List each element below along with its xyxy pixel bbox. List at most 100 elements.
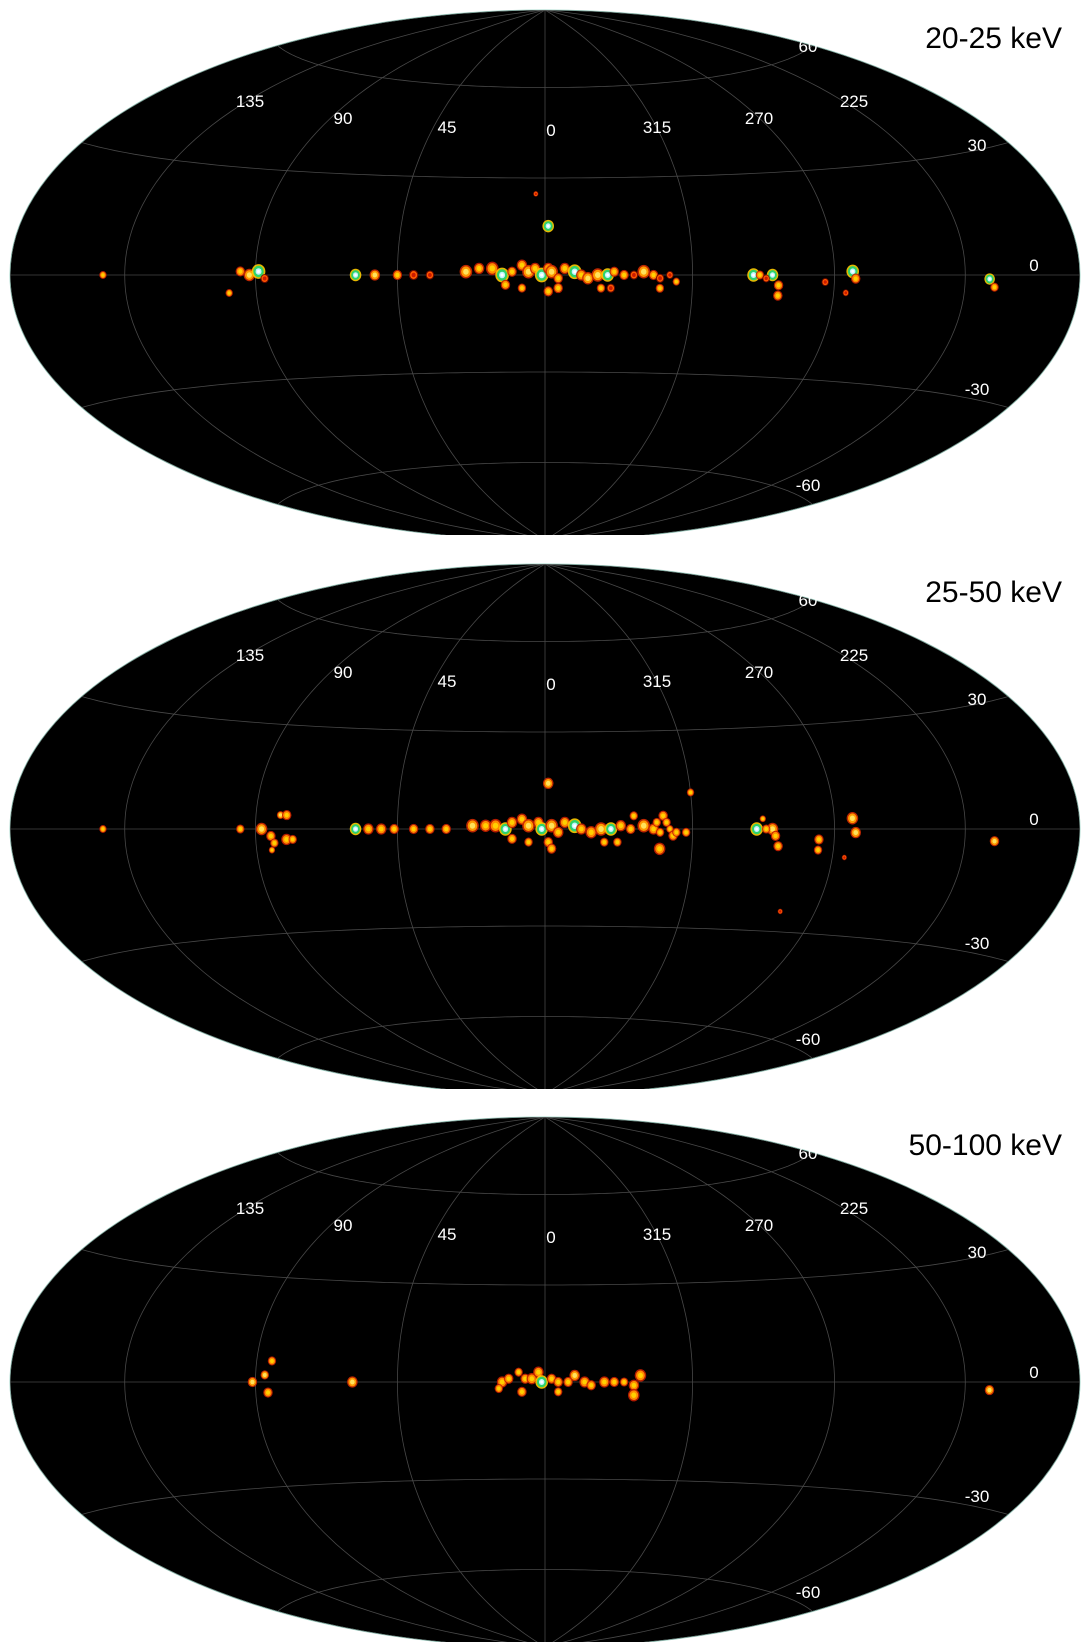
x-ray-source: [846, 812, 859, 825]
x-ray-source: [99, 825, 107, 833]
longitude-label: 225: [840, 646, 868, 665]
x-ray-source: [500, 279, 511, 290]
x-ray-source: [984, 1384, 995, 1396]
parallel-line: [277, 599, 813, 642]
longitude-label: 180: [916, 61, 944, 80]
x-ray-source: [552, 826, 564, 838]
x-ray-source: [270, 838, 279, 848]
x-ray-source: [666, 271, 674, 279]
latitude-label: -60: [796, 1583, 821, 1602]
x-ray-source: [507, 833, 517, 844]
x-ray-source: [990, 282, 999, 292]
sky-map-panel-1: 180 135 90 45 0 315 270 225 180 60 30 0 -30 -60 20-25…: [0, 0, 1090, 535]
x-ray-source: [225, 289, 233, 297]
x-ray-source: [524, 837, 533, 847]
x-ray-source: [619, 269, 629, 281]
x-ray-source: [517, 1386, 527, 1397]
x-ray-source: [99, 271, 107, 279]
parallel-line: [277, 45, 813, 88]
x-ray-source: [263, 1387, 273, 1398]
longitude-label: 45: [438, 672, 457, 691]
x-ray-source: [773, 290, 783, 301]
longitude-label: 180: [148, 615, 176, 634]
parallel-line: [81, 696, 1009, 733]
x-ray-source: [984, 273, 995, 285]
x-ray-source: [389, 823, 399, 835]
x-ray-source: [850, 826, 861, 839]
latitude-label: -30: [965, 934, 990, 953]
x-ray-source: [235, 266, 246, 277]
longitude-label: 315: [643, 672, 671, 691]
x-ray-source: [629, 270, 639, 280]
parallel-line: [81, 142, 1009, 179]
latitude-label: 30: [968, 136, 987, 155]
latitude-label: 0: [1029, 256, 1038, 275]
source-layer: [99, 191, 999, 301]
x-ray-source: [425, 823, 435, 835]
x-ray-source: [652, 817, 661, 827]
longitude-label: 90: [334, 663, 353, 682]
x-ray-source: [459, 264, 473, 279]
x-ray-source: [441, 823, 451, 835]
x-ray-source: [563, 1376, 573, 1388]
x-ray-source: [850, 273, 861, 284]
x-ray-source: [655, 827, 665, 837]
parallel-line: [81, 925, 1009, 962]
x-ray-source: [408, 269, 419, 281]
x-ray-source: [288, 834, 297, 844]
x-ray-source: [629, 811, 638, 821]
longitude-label: 225: [840, 92, 868, 111]
source-layer: [99, 777, 1000, 915]
latitude-label: -60: [796, 476, 821, 495]
x-ray-source: [628, 1379, 640, 1391]
x-ray-source: [770, 830, 781, 841]
latitude-label: -30: [965, 380, 990, 399]
x-ray-source: [266, 830, 276, 842]
longitude-label: 0: [546, 675, 555, 694]
x-ray-source: [655, 273, 665, 283]
x-ray-source: [600, 837, 609, 847]
energy-band-title: 25-50 keV: [925, 576, 1062, 609]
longitude-label: 225: [840, 1199, 868, 1218]
latitude-label: -30: [965, 1487, 990, 1506]
latitude-label: 60: [799, 37, 818, 56]
x-ray-source: [375, 823, 387, 835]
x-ray-source: [281, 833, 292, 846]
x-ray-source: [989, 836, 1000, 847]
x-ray-source: [594, 822, 608, 836]
x-ray-source: [542, 219, 554, 233]
x-ray-source: [559, 262, 571, 275]
x-ray-source: [553, 1376, 563, 1388]
x-ray-source: [392, 269, 403, 281]
x-ray-source: [535, 822, 548, 836]
x-ray-source: [625, 823, 636, 835]
x-ray-source: [762, 824, 771, 834]
parallel-line: [277, 462, 813, 505]
latitude-label: 30: [968, 690, 987, 709]
x-ray-source: [613, 837, 622, 847]
x-ray-source: [553, 1387, 563, 1397]
x-ray-source: [268, 846, 276, 854]
longitude-label: 135: [236, 92, 264, 111]
parallel-line: [81, 1478, 1009, 1515]
x-ray-source: [495, 267, 509, 283]
sky-map-panel-2: 180 135 90 45 0 315 270 225 180 60 30 0 -30 -60 25-50…: [0, 554, 1090, 1089]
x-ray-source: [535, 1375, 548, 1389]
x-ray-source: [485, 261, 499, 276]
x-ray-source: [569, 1369, 580, 1382]
energy-band-title: 20-25 keV: [925, 22, 1062, 55]
longitude-label: 135: [236, 1199, 264, 1218]
x-ray-source: [755, 270, 765, 280]
latitude-label: -60: [796, 1030, 821, 1049]
longitude-label: 180: [916, 615, 944, 634]
latitude-label: 60: [799, 591, 818, 610]
longitude-label: 135: [236, 646, 264, 665]
x-ray-source: [813, 845, 823, 855]
x-ray-source: [517, 283, 527, 293]
x-ray-source: [747, 268, 760, 282]
sky-map-svg: 180 135 90 45 0 315 270 225 180 60 30 0 -30 -60: [9, 9, 1081, 535]
longitude-label: 315: [643, 118, 671, 137]
x-ray-source: [591, 268, 605, 282]
x-ray-source: [637, 818, 651, 833]
longitude-label: 315: [643, 1225, 671, 1244]
